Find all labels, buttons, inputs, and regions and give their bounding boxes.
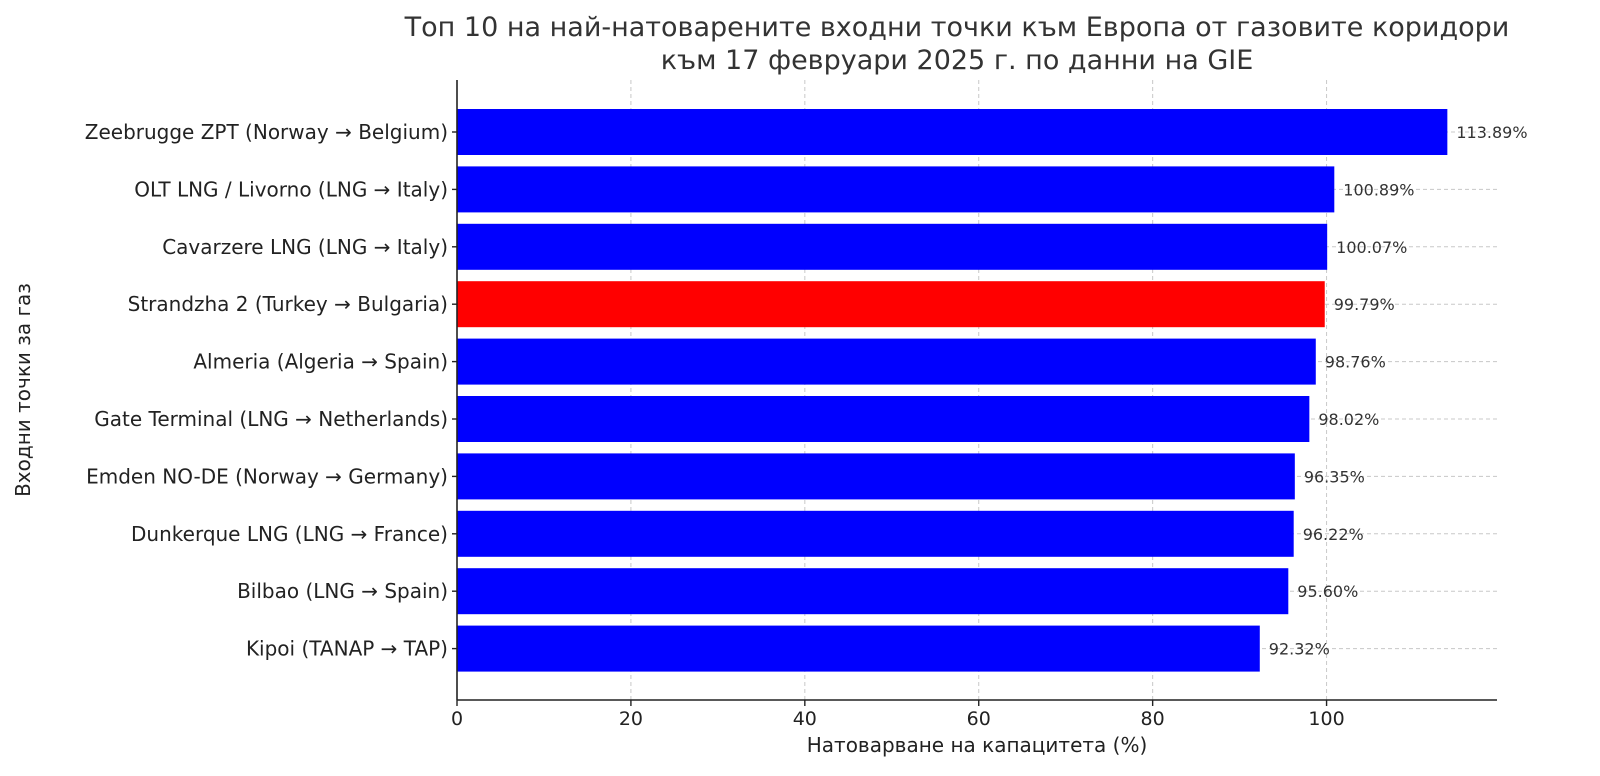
x-axis-ticks: 0 20 40 60 80 100: [451, 131, 1345, 730]
x-tick-label: 40: [793, 708, 817, 730]
bar-value-label: 100.89%: [1343, 180, 1414, 199]
bar-value-label: 96.35%: [1304, 467, 1365, 486]
chart-title-line-2: към 17 февруари 2025 г. по данни на GIE: [661, 45, 1254, 76]
bar-value-label: 98.02%: [1318, 410, 1379, 429]
y-tick-label: Emden NO-DE (Norway → Germany): [86, 464, 448, 488]
bar: [457, 625, 1260, 672]
y-tick-label: Almeria (Algeria → Spain): [193, 350, 448, 374]
bar-value-label: 113.89%: [1456, 123, 1527, 142]
y-tick-label: Bilbao (LNG → Spain): [237, 579, 448, 603]
chart-title: Топ 10 на най-натоварените входни точки …: [404, 12, 1510, 76]
bar: [457, 453, 1295, 500]
bar: [457, 568, 1289, 615]
bar: [457, 166, 1335, 213]
bar: [457, 223, 1328, 270]
y-tick-label: Cavarzere LNG (LNG → Italy): [162, 235, 448, 259]
x-tick-label: 60: [967, 708, 991, 730]
value-labels: 113.89% 100.89% 100.07% 99.79% 98.76% 98.02% 9…: [1269, 123, 1528, 659]
y-tick-label: OLT LNG / Livorno (LNG → Italy): [134, 177, 448, 201]
y-tick-label: Gate Terminal (LNG → Netherlands): [94, 407, 448, 431]
y-tick-label: Strandzha 2 (Turkey → Bulgaria): [128, 292, 448, 316]
bar: [457, 338, 1316, 385]
bar-value-label: 95.60%: [1297, 582, 1358, 601]
x-tick-label: 100: [1308, 708, 1344, 730]
bar: [457, 510, 1294, 557]
bar-value-label: 98.76%: [1325, 353, 1386, 372]
x-tick-label: 20: [619, 708, 643, 730]
bar-value-label: 100.07%: [1336, 238, 1407, 257]
bar-value-label: 99.79%: [1334, 295, 1395, 314]
x-axis-title: Натоварване на капацитета (%): [807, 733, 1148, 757]
chart-title-line-1: Топ 10 на най-натоварените входни точки …: [404, 12, 1510, 43]
bar-value-label: 96.22%: [1303, 525, 1364, 544]
bar: [457, 109, 1448, 155]
y-tick-label: Zeebrugge ZPT (Norway → Belgium): [85, 120, 448, 144]
y-tick-label: Kipoi (TANAP → TAP): [246, 637, 448, 661]
bar: [457, 281, 1325, 328]
bar-value-label: 92.32%: [1269, 640, 1330, 659]
y-tick-label: Dunkerque LNG (LNG → France): [131, 522, 448, 546]
bars: [457, 109, 1448, 672]
category-labels: Zeebrugge ZPT (Norway → Belgium) OLT LNG …: [85, 120, 448, 661]
x-tick-label: 0: [451, 708, 463, 730]
x-tick-label: 80: [1141, 708, 1165, 730]
bar: [457, 396, 1310, 442]
y-axis-title: Входни точки за газ: [11, 283, 35, 497]
